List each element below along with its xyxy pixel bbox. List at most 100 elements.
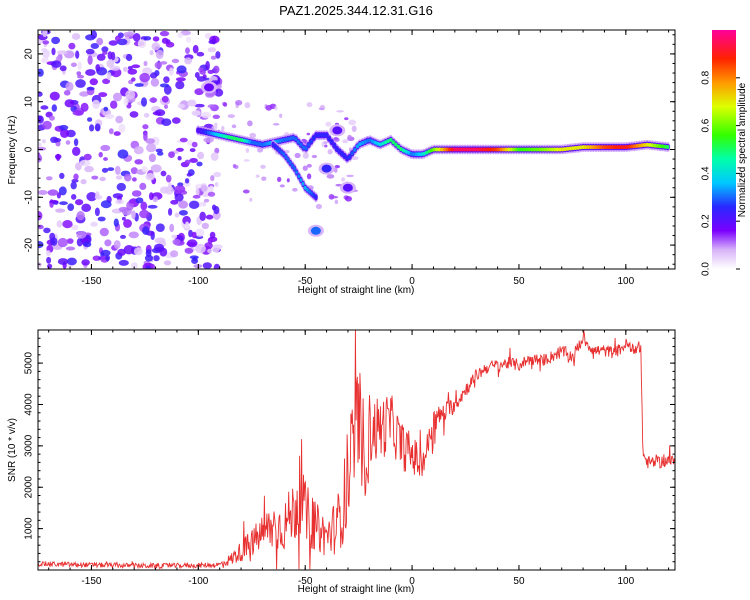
x-tick-label: 50 (513, 576, 525, 587)
noise-speckle (161, 118, 172, 126)
colorbar-tick-label: 0.8 (701, 70, 712, 84)
noise-speckle (247, 120, 253, 127)
noise-speckle (57, 50, 68, 55)
ridge-core (655, 143, 660, 148)
branch-core (276, 146, 279, 151)
noise-speckle (94, 207, 100, 217)
noise-speckle (59, 65, 67, 72)
noise-speckle (68, 42, 76, 50)
noise-speckle (70, 181, 77, 190)
ridge-core (525, 147, 529, 152)
noise-speckle (92, 255, 101, 261)
noise-speckle (115, 115, 124, 124)
ridge-core (306, 142, 311, 147)
noise-speckle (99, 176, 106, 182)
ridge-core (199, 129, 203, 133)
noise-speckle (161, 95, 169, 103)
noise-speckle (163, 76, 170, 84)
y-tick-label: 3000 (24, 434, 35, 457)
noise-speckle (100, 249, 111, 256)
ridge-core (455, 147, 460, 152)
noise-speckle (123, 97, 129, 106)
noise-speckle (155, 223, 165, 232)
noise-speckle (57, 237, 68, 248)
noise-speckle (214, 147, 220, 154)
noise-speckle (174, 212, 180, 218)
ridge-core (632, 144, 637, 149)
ridge-core (599, 145, 603, 150)
ridge-core (530, 147, 534, 152)
noise-speckle (113, 240, 121, 250)
noise-speckle (306, 102, 313, 108)
y-tick-label: 4000 (24, 393, 35, 416)
noise-speckle (208, 185, 214, 193)
ridge-core (255, 141, 259, 146)
noise-speckle (207, 104, 216, 109)
noise-speckle (330, 195, 339, 199)
noise-speckle (216, 84, 222, 89)
noise-speckle (41, 57, 49, 64)
noise-speckle (207, 237, 213, 244)
x-tick-label: 0 (409, 276, 415, 287)
noise-speckle (83, 153, 92, 161)
ridge-core (637, 143, 642, 148)
noise-speckle (209, 231, 216, 239)
noise-speckle (51, 60, 62, 68)
noise-speckle (53, 138, 62, 143)
ridge-core (589, 145, 593, 150)
noise-speckle (41, 48, 48, 52)
noise-speckle (124, 173, 132, 182)
noise-speckle (333, 137, 339, 141)
ridge-core (330, 140, 334, 144)
noise-speckle (342, 139, 349, 144)
noise-speckle (49, 115, 55, 121)
noise-speckle (171, 58, 180, 64)
ridge-core (630, 144, 634, 149)
noise-speckle (244, 102, 251, 109)
noise-speckle (116, 182, 127, 192)
noise-speckle (45, 250, 51, 257)
noise-speckle (142, 226, 150, 235)
noise-speckle (38, 142, 42, 147)
noise-speckle (196, 161, 203, 167)
ridge-core (548, 147, 552, 152)
ridge-core (435, 147, 439, 152)
noise-speckle (43, 227, 51, 234)
noise-speckle (202, 201, 207, 207)
ridge-core (542, 147, 547, 152)
ridge-core (578, 145, 583, 150)
noise-speckle (306, 132, 311, 136)
branch-core (288, 160, 292, 165)
noise-speckle (96, 53, 106, 61)
noise-speckle (211, 244, 220, 253)
ridge-core (519, 147, 524, 152)
noise-speckle (96, 37, 104, 46)
noise-speckle (140, 201, 148, 211)
noise-speckle (196, 76, 206, 82)
noise-speckle (344, 117, 349, 121)
noise-speckle (211, 204, 217, 211)
noise-speckle (62, 220, 73, 229)
blob (321, 164, 332, 173)
noise-speckle (187, 100, 197, 107)
ridge-core (560, 147, 565, 152)
ridge-core (642, 143, 647, 147)
noise-speckle (99, 227, 109, 237)
ridge-core (335, 146, 339, 151)
noise-speckle (167, 182, 172, 192)
noise-speckle (159, 83, 170, 88)
noise-speckle (179, 137, 188, 143)
noise-speckle (292, 187, 298, 192)
noise-speckle (55, 208, 66, 213)
noise-speckle (89, 78, 99, 86)
noise-speckle (107, 167, 115, 172)
noise-speckle (172, 238, 181, 245)
noise-speckle (90, 30, 97, 39)
noise-speckle (171, 234, 178, 239)
noise-speckle (77, 74, 85, 79)
x-tick-label: 50 (513, 276, 525, 287)
y-tick-label: 2000 (24, 476, 35, 499)
noise-speckle (205, 60, 210, 71)
noise-speckle (214, 88, 224, 97)
noise-speckle (139, 72, 150, 83)
